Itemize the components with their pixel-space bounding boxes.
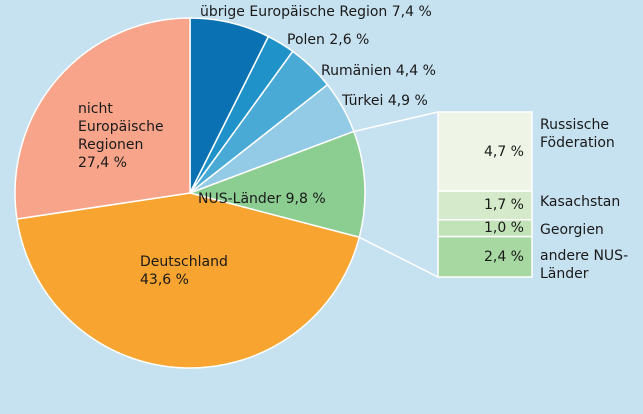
segment-name: Kasachstan xyxy=(540,193,635,211)
bar-segment xyxy=(437,190,533,221)
segment-value: 2,4 % xyxy=(438,248,524,266)
slice-label: nicht Europäische Regionen 27,4 % xyxy=(78,100,188,172)
segment-name: Russische Föderation xyxy=(540,116,635,152)
label-name: Polen xyxy=(287,32,325,48)
pie-slice xyxy=(16,192,361,369)
label-name: NUS-Länder xyxy=(198,191,282,207)
pie-slice xyxy=(187,130,366,239)
label-value: 1,7 % xyxy=(483,197,524,214)
label-value: Russische Föderation xyxy=(540,117,615,151)
label-value: 4,4 % xyxy=(395,63,436,79)
label-value: 4,7 % xyxy=(483,143,524,160)
label-value: 2,6 % xyxy=(329,32,370,48)
label-value: 9,8 % xyxy=(285,191,326,207)
label-value: 7,4 % xyxy=(391,4,432,20)
connector xyxy=(353,111,439,133)
slice-label: NUS-Länder 9,8 % xyxy=(198,190,326,208)
label-value: 43,6 % xyxy=(140,272,189,288)
label-value: 2,4 % xyxy=(483,248,524,265)
segment-name: andere NUS-Länder xyxy=(540,247,635,283)
label-name: nicht Europäische Regionen xyxy=(78,101,164,153)
label-value: 1,0 % xyxy=(483,220,524,237)
label-name: übrige Europäische Region xyxy=(200,4,388,20)
label-value: 27,4 % xyxy=(78,155,127,171)
slice-label: Rumänien 4,4 % xyxy=(321,62,436,80)
slice-label: Deutschland 43,6 % xyxy=(140,253,250,289)
segment-name: Georgien xyxy=(540,221,635,239)
slice-label: Türkei 4,9 % xyxy=(342,92,428,110)
segment-value: 1,0 % xyxy=(438,219,524,237)
segment-value: 1,7 % xyxy=(438,196,524,214)
pie-slice xyxy=(14,17,191,220)
slice-label: Polen 2,6 % xyxy=(287,31,369,49)
connector xyxy=(358,236,439,278)
label-value: Kasachstan xyxy=(540,194,621,210)
label-value: Georgien xyxy=(540,222,604,238)
label-name: Deutschland xyxy=(140,254,228,270)
segment-value: 4,7 % xyxy=(438,143,524,161)
label-name: Türkei xyxy=(342,93,384,109)
bar-segment xyxy=(437,235,533,278)
label-name: Rumänien xyxy=(321,63,392,79)
slice-label: übrige Europäische Region 7,4 % xyxy=(200,3,432,21)
label-value: andere NUS-Länder xyxy=(540,248,629,282)
label-value: 4,9 % xyxy=(387,93,428,109)
